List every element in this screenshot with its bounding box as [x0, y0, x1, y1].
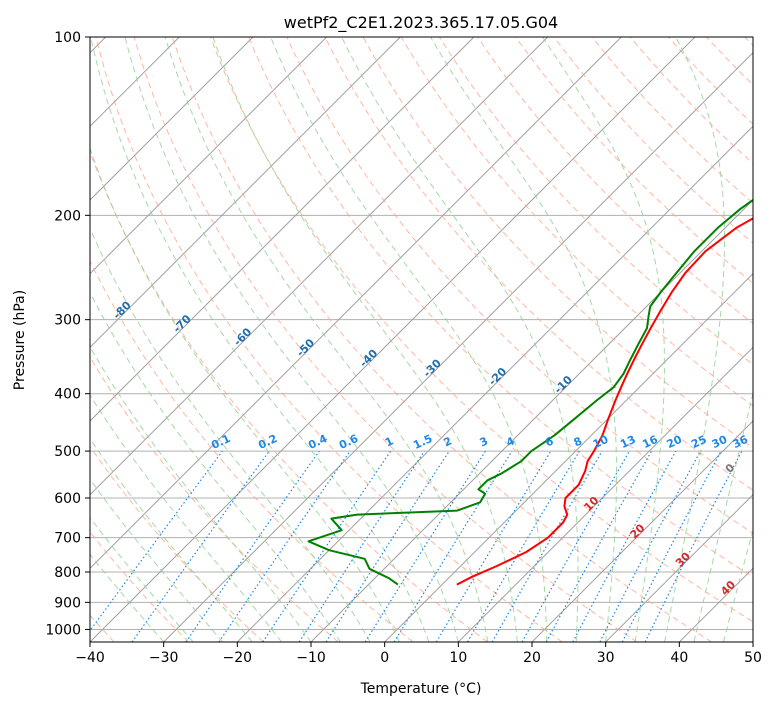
y-axis: 100 200 300 400 500 600 700 800 900 1000	[45, 30, 90, 638]
isotherm-line	[90, 37, 696, 642]
mixing-ratio-line	[185, 450, 320, 642]
y-tick-label: 400	[54, 387, 81, 403]
moist-adiabat-line	[341, 37, 579, 642]
isotherm-line	[163, 51, 753, 642]
isotherm-line	[752, 641, 753, 642]
mixing-ratio-line	[298, 450, 425, 642]
x-tick-label: −20	[223, 650, 253, 666]
background-lines	[90, 37, 753, 642]
isotherm-line	[384, 272, 753, 642]
moist-adiabat-line	[90, 478, 223, 642]
mixing-ratio-label: 36	[731, 433, 751, 451]
temperature-profile-line	[456, 217, 753, 586]
x-tick-label: 0	[380, 650, 389, 666]
dry-adiabat-line	[324, 37, 753, 491]
mixing-ratio-label: 20	[665, 433, 685, 451]
moist-adiabat-line	[270, 37, 548, 642]
x-tick-label: 10	[449, 650, 467, 666]
moist-adiabat-line	[90, 553, 165, 642]
dry-adiabat-line	[95, 37, 563, 642]
mixing-ratio-line	[90, 450, 223, 632]
mixing-ratio-label: 30	[710, 433, 730, 451]
y-tick-label: 500	[54, 444, 81, 460]
dry-adiabat-line	[90, 445, 264, 642]
moist-adiabat-line	[90, 394, 282, 642]
x-tick-label: −40	[75, 650, 105, 666]
dry-adiabat-line	[286, 37, 753, 534]
y-tick-label: 600	[54, 491, 81, 507]
y-tick-label: 1000	[45, 622, 81, 638]
isotherm-line	[90, 37, 254, 201]
x-tick-label: 30	[597, 650, 615, 666]
moist-adiabat-line	[664, 37, 726, 642]
y-tick-label: 700	[54, 531, 81, 547]
moist-adiabat-line	[90, 437, 253, 642]
y-tick-label: 800	[54, 565, 81, 581]
y-tick-label: 100	[54, 30, 81, 46]
mixing-ratio-line	[218, 450, 351, 642]
y-axis-title: Pressure (hPa)	[12, 290, 28, 390]
x-tick-label: 50	[744, 650, 762, 666]
isotherm-line	[90, 37, 475, 422]
moist-adiabat-line	[90, 37, 430, 642]
plot-frame	[89, 36, 754, 643]
moist-adiabat-line	[90, 227, 371, 642]
isotherm-line	[90, 37, 401, 349]
isotherm-line	[531, 420, 753, 642]
mixing-ratio-line	[644, 450, 743, 642]
mixing-ratio-line	[572, 450, 677, 642]
moist-adiabat-line	[430, 37, 617, 642]
x-tick-label: −30	[149, 650, 179, 666]
mixing-ratio-label: 16	[640, 433, 660, 451]
y-tick-label: 300	[54, 313, 81, 329]
mixing-ratio-label: 10	[591, 433, 611, 451]
dry-adiabat-line	[515, 37, 753, 284]
y-tick-label: 900	[54, 595, 81, 611]
isotherm-line	[457, 346, 753, 642]
moist-adiabat-line	[90, 345, 312, 642]
dry-adiabat-line	[171, 37, 712, 642]
moist-adiabat-line	[90, 516, 194, 642]
moist-adiabat-line	[723, 528, 753, 642]
mixing-ratio-line	[131, 450, 270, 642]
mixing-ratio-line	[262, 450, 392, 642]
x-axis-title: Temperature (°C)	[360, 681, 482, 697]
x-tick-label: 20	[523, 650, 541, 666]
moist-adiabat-line	[542, 37, 665, 642]
moist-adiabat-line	[164, 37, 489, 642]
mixing-ratio-label: 25	[689, 433, 708, 451]
dry-adiabat-line	[210, 37, 753, 623]
isotherm-line	[90, 37, 622, 570]
dewpoint-profile-line	[307, 198, 753, 586]
mixing-ratio-label: 13	[618, 433, 637, 451]
x-tick-label: 40	[670, 650, 688, 666]
mixing-ratio-line	[325, 450, 450, 642]
moist-adiabat-line	[693, 390, 753, 642]
sounding-lines	[307, 198, 753, 586]
isotherm-line	[605, 493, 753, 642]
moist-adiabat-line	[212, 37, 518, 642]
plot-background	[90, 37, 753, 642]
isotherm-line	[236, 125, 753, 642]
x-axis: −40 −30 −20 −10 0 10 20 30 40 50	[75, 642, 762, 666]
dry-adiabat-line	[90, 356, 339, 642]
dry-adiabat-line	[90, 259, 414, 642]
dry-adiabat-line	[248, 37, 753, 578]
chart-title: wetPf2_C2E1.2023.365.17.05.G04	[284, 13, 558, 33]
dry-adiabat-label: -90	[51, 284, 74, 307]
isotherm-line	[90, 37, 549, 496]
moist-adiabat-line	[124, 37, 459, 642]
moist-adiabat-line	[90, 291, 341, 642]
x-tick-label: −10	[296, 650, 326, 666]
isotherm-line	[90, 37, 328, 275]
mixing-ratio-line	[521, 450, 631, 642]
mixing-ratio-line	[545, 450, 653, 642]
y-tick-label: 200	[54, 208, 81, 224]
